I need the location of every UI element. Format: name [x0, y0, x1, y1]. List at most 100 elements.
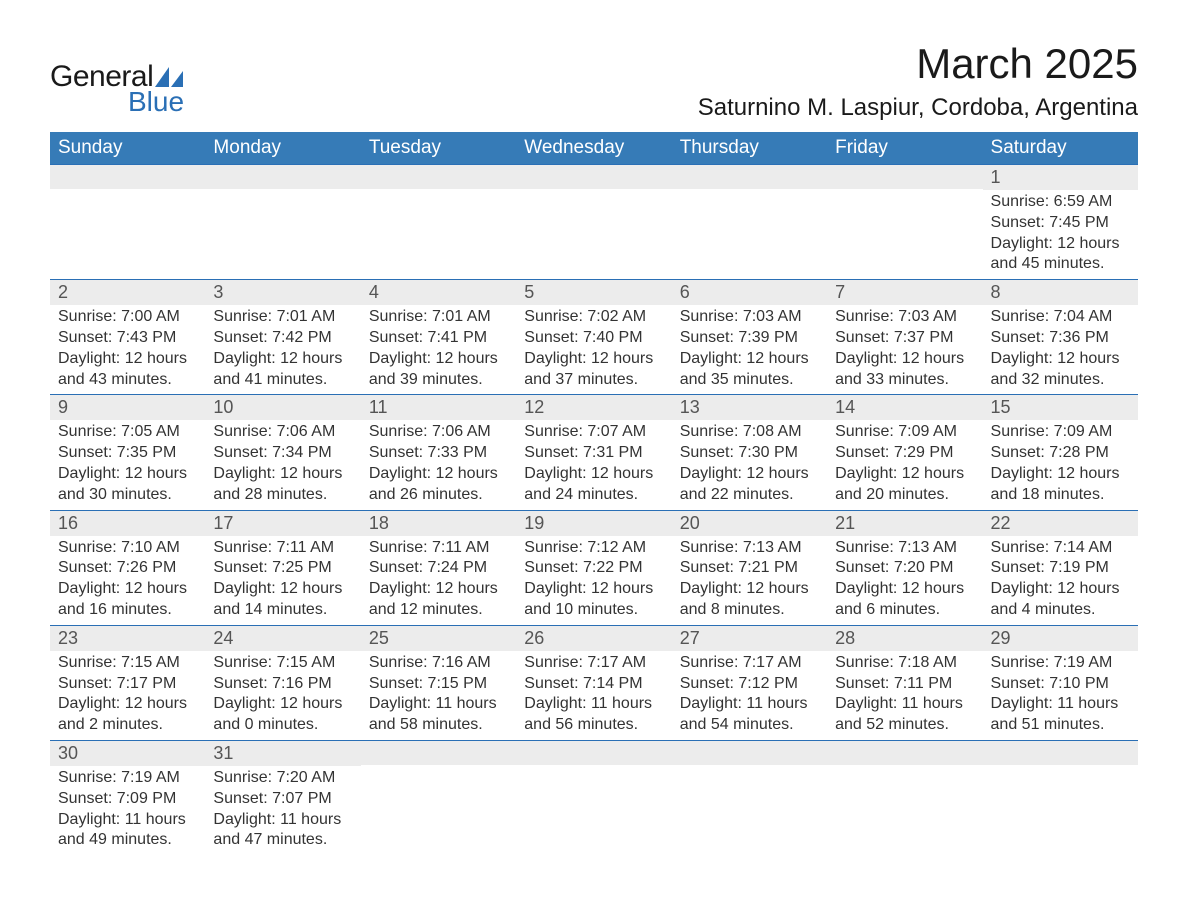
calendar-cell: 25Sunrise: 7:16 AMSunset: 7:15 PMDayligh… [361, 625, 516, 740]
calendar-cell: 27Sunrise: 7:17 AMSunset: 7:12 PMDayligh… [672, 625, 827, 740]
empty-daynum [516, 741, 671, 765]
daylight-line1: Daylight: 12 hours [991, 464, 1130, 485]
day-detail: Sunrise: 7:01 AMSunset: 7:41 PMDaylight:… [361, 305, 516, 394]
daylight-line1: Daylight: 12 hours [58, 349, 197, 370]
sunset-text: Sunset: 7:43 PM [58, 328, 197, 349]
weekday-header: Thursday [672, 132, 827, 165]
calendar-cell: 6Sunrise: 7:03 AMSunset: 7:39 PMDaylight… [672, 280, 827, 395]
calendar-cell [516, 740, 671, 855]
sunrise-text: Sunrise: 7:03 AM [680, 307, 819, 328]
daylight-line1: Daylight: 12 hours [369, 579, 508, 600]
sunset-text: Sunset: 7:42 PM [213, 328, 352, 349]
calendar-cell: 13Sunrise: 7:08 AMSunset: 7:30 PMDayligh… [672, 395, 827, 510]
sunrise-text: Sunrise: 7:15 AM [58, 653, 197, 674]
day-detail: Sunrise: 7:17 AMSunset: 7:14 PMDaylight:… [516, 651, 671, 740]
calendar-cell: 21Sunrise: 7:13 AMSunset: 7:20 PMDayligh… [827, 510, 982, 625]
day-number: 14 [827, 395, 982, 420]
sunset-text: Sunset: 7:39 PM [680, 328, 819, 349]
sunrise-text: Sunrise: 7:13 AM [680, 538, 819, 559]
daylight-line2: and 22 minutes. [680, 485, 819, 506]
day-number: 31 [205, 741, 360, 766]
day-number: 23 [50, 626, 205, 651]
day-number: 11 [361, 395, 516, 420]
sunrise-text: Sunrise: 7:19 AM [58, 768, 197, 789]
day-number: 17 [205, 511, 360, 536]
calendar-cell: 31Sunrise: 7:20 AMSunset: 7:07 PMDayligh… [205, 740, 360, 855]
calendar-cell: 28Sunrise: 7:18 AMSunset: 7:11 PMDayligh… [827, 625, 982, 740]
calendar-cell [672, 740, 827, 855]
day-detail: Sunrise: 7:03 AMSunset: 7:39 PMDaylight:… [672, 305, 827, 394]
sunrise-text: Sunrise: 7:12 AM [524, 538, 663, 559]
daylight-line1: Daylight: 11 hours [58, 810, 197, 831]
sunrise-text: Sunrise: 7:02 AM [524, 307, 663, 328]
daylight-line1: Daylight: 11 hours [213, 810, 352, 831]
daylight-line1: Daylight: 12 hours [213, 349, 352, 370]
day-detail: Sunrise: 7:04 AMSunset: 7:36 PMDaylight:… [983, 305, 1138, 394]
calendar-cell: 4Sunrise: 7:01 AMSunset: 7:41 PMDaylight… [361, 280, 516, 395]
empty-daynum [827, 165, 982, 189]
day-number: 16 [50, 511, 205, 536]
daylight-line2: and 41 minutes. [213, 370, 352, 391]
daylight-line2: and 35 minutes. [680, 370, 819, 391]
sunrise-text: Sunrise: 7:01 AM [369, 307, 508, 328]
sunset-text: Sunset: 7:17 PM [58, 674, 197, 695]
daylight-line1: Daylight: 12 hours [680, 464, 819, 485]
weekday-header: Wednesday [516, 132, 671, 165]
daylight-line1: Daylight: 12 hours [835, 579, 974, 600]
sunrise-text: Sunrise: 7:10 AM [58, 538, 197, 559]
daylight-line2: and 33 minutes. [835, 370, 974, 391]
day-number: 25 [361, 626, 516, 651]
calendar-cell [672, 165, 827, 280]
calendar-cell: 29Sunrise: 7:19 AMSunset: 7:10 PMDayligh… [983, 625, 1138, 740]
weekday-header: Monday [205, 132, 360, 165]
calendar-cell: 16Sunrise: 7:10 AMSunset: 7:26 PMDayligh… [50, 510, 205, 625]
empty-daynum [983, 741, 1138, 765]
daylight-line2: and 26 minutes. [369, 485, 508, 506]
day-number: 1 [983, 165, 1138, 190]
daylight-line1: Daylight: 11 hours [680, 694, 819, 715]
sunset-text: Sunset: 7:22 PM [524, 558, 663, 579]
daylight-line2: and 6 minutes. [835, 600, 974, 621]
daylight-line1: Daylight: 12 hours [680, 579, 819, 600]
sunrise-text: Sunrise: 7:00 AM [58, 307, 197, 328]
daylight-line1: Daylight: 12 hours [835, 464, 974, 485]
calendar-cell: 17Sunrise: 7:11 AMSunset: 7:25 PMDayligh… [205, 510, 360, 625]
day-detail: Sunrise: 7:05 AMSunset: 7:35 PMDaylight:… [50, 420, 205, 509]
sunrise-text: Sunrise: 7:07 AM [524, 422, 663, 443]
daylight-line2: and 56 minutes. [524, 715, 663, 736]
day-detail: Sunrise: 6:59 AMSunset: 7:45 PMDaylight:… [983, 190, 1138, 279]
day-detail: Sunrise: 7:07 AMSunset: 7:31 PMDaylight:… [516, 420, 671, 509]
daylight-line1: Daylight: 12 hours [213, 694, 352, 715]
sunset-text: Sunset: 7:19 PM [991, 558, 1130, 579]
day-number: 21 [827, 511, 982, 536]
sunrise-text: Sunrise: 6:59 AM [991, 192, 1130, 213]
sunrise-text: Sunrise: 7:06 AM [369, 422, 508, 443]
day-detail: Sunrise: 7:11 AMSunset: 7:25 PMDaylight:… [205, 536, 360, 625]
calendar-cell: 30Sunrise: 7:19 AMSunset: 7:09 PMDayligh… [50, 740, 205, 855]
day-number: 28 [827, 626, 982, 651]
sunset-text: Sunset: 7:33 PM [369, 443, 508, 464]
logo: General Blue [50, 60, 184, 118]
daylight-line2: and 30 minutes. [58, 485, 197, 506]
daylight-line1: Daylight: 12 hours [991, 234, 1130, 255]
empty-daynum [516, 165, 671, 189]
day-detail: Sunrise: 7:02 AMSunset: 7:40 PMDaylight:… [516, 305, 671, 394]
day-number: 26 [516, 626, 671, 651]
calendar-cell: 26Sunrise: 7:17 AMSunset: 7:14 PMDayligh… [516, 625, 671, 740]
day-number: 29 [983, 626, 1138, 651]
sunset-text: Sunset: 7:41 PM [369, 328, 508, 349]
sunset-text: Sunset: 7:37 PM [835, 328, 974, 349]
day-detail: Sunrise: 7:19 AMSunset: 7:10 PMDaylight:… [983, 651, 1138, 740]
daylight-line1: Daylight: 12 hours [58, 464, 197, 485]
calendar-cell [983, 740, 1138, 855]
daylight-line1: Daylight: 12 hours [369, 464, 508, 485]
sunrise-text: Sunrise: 7:06 AM [213, 422, 352, 443]
day-detail: Sunrise: 7:01 AMSunset: 7:42 PMDaylight:… [205, 305, 360, 394]
sunset-text: Sunset: 7:36 PM [991, 328, 1130, 349]
calendar-cell: 23Sunrise: 7:15 AMSunset: 7:17 PMDayligh… [50, 625, 205, 740]
day-number: 27 [672, 626, 827, 651]
day-number: 24 [205, 626, 360, 651]
empty-daynum [361, 741, 516, 765]
daylight-line1: Daylight: 11 hours [369, 694, 508, 715]
day-detail: Sunrise: 7:15 AMSunset: 7:16 PMDaylight:… [205, 651, 360, 740]
